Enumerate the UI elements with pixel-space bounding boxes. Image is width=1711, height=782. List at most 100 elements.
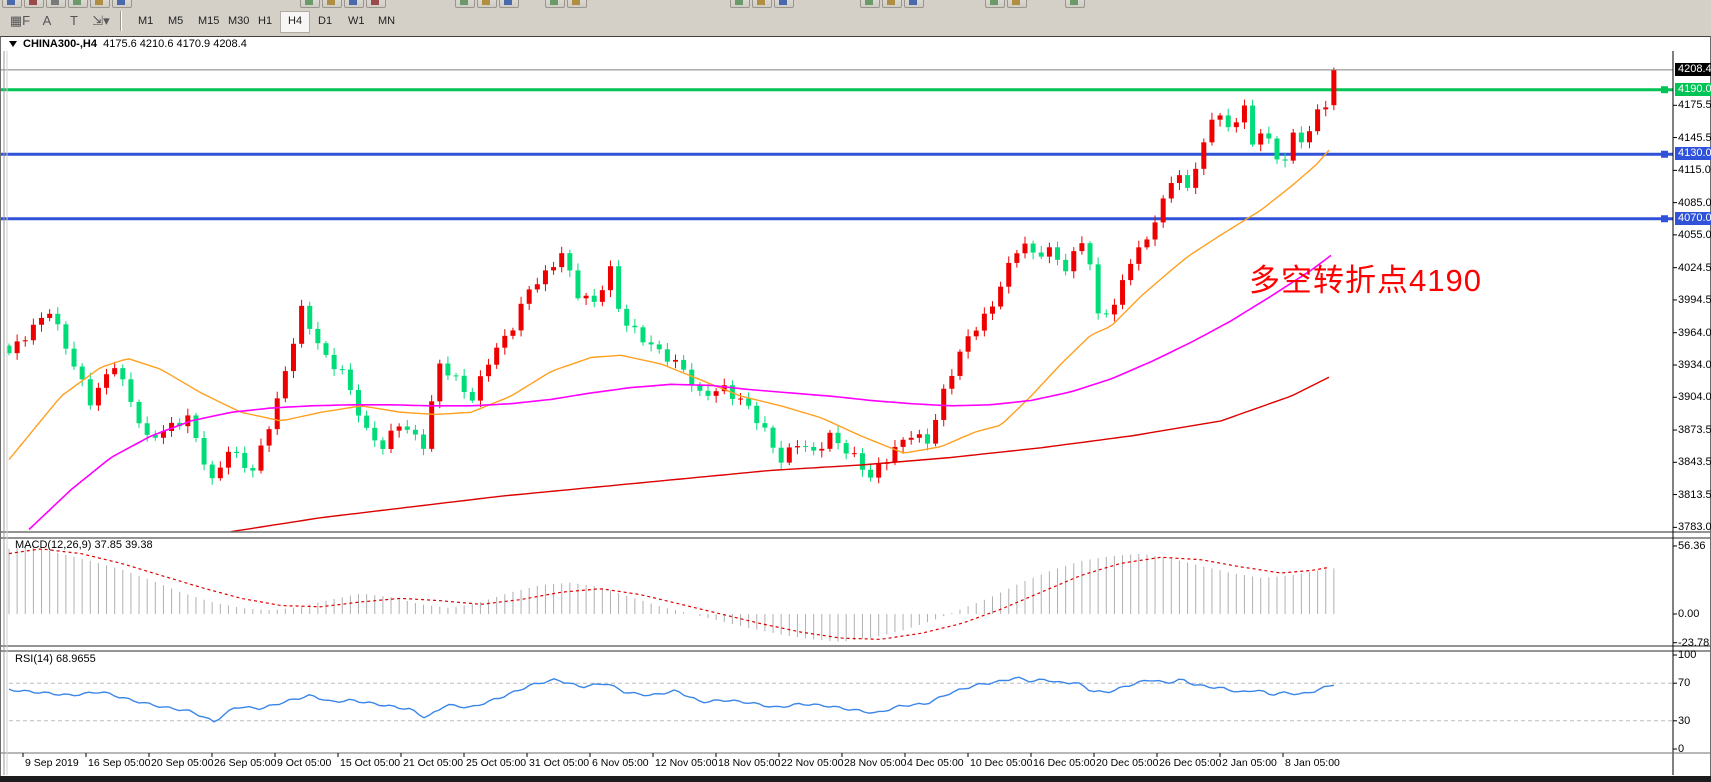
- toolbar-icon[interactable]: [860, 0, 880, 8]
- price-axis-tick-label: 3843.5: [1678, 456, 1711, 469]
- timeframe-button-h4[interactable]: H4: [280, 11, 311, 33]
- toolbar-icon[interactable]: [904, 0, 924, 8]
- rsi-indicator-label: RSI(14) 68.9655: [15, 653, 96, 665]
- timeframe-button-m30[interactable]: M30: [228, 15, 250, 27]
- timeframe-button-m5[interactable]: M5: [168, 15, 184, 27]
- chart-dropdown-icon[interactable]: [9, 41, 17, 47]
- ohlc-values: 4175.6 4210.6 4170.9 4208.4: [103, 38, 247, 50]
- timeframe-button-m15[interactable]: M15: [198, 15, 220, 27]
- text-label-tool-icon[interactable]: A: [42, 13, 52, 28]
- rsi-axis-tick-label: 70: [1678, 677, 1691, 690]
- timeframe-button-d1[interactable]: D1: [318, 15, 333, 27]
- toolbar-icon[interactable]: [344, 0, 364, 8]
- time-axis-label: 16 Dec 05:00: [1033, 757, 1096, 769]
- price-axis-tick-label: 3904.0: [1678, 391, 1711, 404]
- time-axis-label: 22 Nov 05:00: [781, 757, 844, 769]
- symbol-name: CHINA300-,H4: [23, 38, 97, 50]
- time-axis-label: 6 Nov 05:00: [592, 757, 649, 769]
- toolbar-icon[interactable]: [1007, 0, 1027, 8]
- rsi-axis-tick-label: 0: [1678, 743, 1685, 755]
- toolbar-icon[interactable]: [46, 0, 66, 8]
- price-axis-tick-label: 3813.5: [1678, 488, 1711, 501]
- toolbar-icon[interactable]: [366, 0, 386, 8]
- price-axis-tick-label: 4115.0: [1678, 164, 1711, 177]
- timeframe-button-h1[interactable]: H1: [258, 15, 273, 27]
- rsi-axis-tick-label: 100: [1678, 649, 1697, 661]
- toolbar-icon[interactable]: [985, 0, 1005, 8]
- time-axis-label: 31 Oct 05:00: [529, 757, 590, 769]
- timeframe-button-m1[interactable]: M1: [138, 15, 154, 27]
- hline-handle[interactable]: [1661, 86, 1668, 94]
- time-axis-label: 16 Sep 05:00: [88, 757, 151, 769]
- time-axis-label: 9 Sep 2019: [25, 757, 79, 769]
- lower-window-edge: [0, 776, 1711, 782]
- toolbar-row-drawing-and-timeframes: ▦F A T ⇲▾ M1 M5 M15 M30 H1 H4 D1 W1 MN: [0, 8, 1711, 37]
- toolbar-icon[interactable]: [68, 0, 88, 8]
- toolbar-icon[interactable]: [1065, 0, 1085, 8]
- hline-price-badge: 4070.0: [1675, 211, 1711, 225]
- toolbar-icon[interactable]: [774, 0, 794, 8]
- time-axis-label: 4 Dec 05:00: [907, 757, 964, 769]
- macd-indicator-label: MACD(12,26,9) 37.85 39.38: [15, 539, 153, 551]
- toolbar-icon[interactable]: [730, 0, 750, 8]
- price-axis-tick-label: 3964.0: [1678, 326, 1711, 339]
- hline-price-badge: 4190.0: [1675, 82, 1711, 96]
- price-chart-canvas[interactable]: [1, 37, 1710, 776]
- cursor-tools-dropdown-icon[interactable]: ⇲▾: [92, 13, 110, 28]
- toolbar-icon[interactable]: [455, 0, 475, 8]
- toolbar-icon[interactable]: [567, 0, 587, 8]
- macd-axis-tick-label: 56.36: [1678, 539, 1706, 552]
- timeframe-button-mn[interactable]: MN: [378, 15, 396, 27]
- chart-title: CHINA300-,H4 4175.6 4210.6 4170.9 4208.4: [23, 38, 247, 50]
- timeframe-button-w1[interactable]: W1: [348, 15, 365, 27]
- current-price-badge: 4208.4: [1675, 62, 1711, 76]
- toolbar-icon[interactable]: [477, 0, 497, 8]
- chart-title-bar: CHINA300-,H4 4175.6 4210.6 4170.9 4208.4: [1, 37, 1710, 51]
- time-axis-label: 8 Jan 05:00: [1285, 757, 1340, 769]
- time-axis-label: 20 Sep 05:00: [151, 757, 214, 769]
- price-axis-tick-label: 4175.5: [1678, 99, 1711, 112]
- time-axis-label: 20 Dec 05:00: [1096, 757, 1159, 769]
- hline-price-badge: 4130.0: [1675, 147, 1711, 161]
- toolbar-icon[interactable]: [24, 0, 44, 8]
- hline-handle[interactable]: [1661, 215, 1668, 223]
- chart-annotation-text: 多空转折点4190: [1249, 263, 1482, 298]
- chart-window: CHINA300-,H4 4175.6 4210.6 4170.9 4208.4…: [0, 36, 1711, 777]
- toolbar-icon[interactable]: [2, 0, 22, 8]
- time-axis-label: 25 Oct 05:00: [466, 757, 527, 769]
- hline-handle[interactable]: [1661, 150, 1668, 158]
- macd-axis-tick-label: 0.00: [1678, 608, 1700, 620]
- price-axis-tick-label: 3994.5: [1678, 293, 1711, 306]
- price-axis-tick-label: 3783.0: [1678, 521, 1711, 534]
- toolbar-icon[interactable]: [882, 0, 902, 8]
- price-axis-tick-label: 3873.5: [1678, 424, 1711, 437]
- toolbar-icon[interactable]: [90, 0, 110, 8]
- time-axis-label: 9 Oct 05:00: [277, 757, 332, 769]
- toolbar-icon[interactable]: [112, 0, 132, 8]
- toolbar-icon[interactable]: [545, 0, 565, 8]
- grid-f-tool-icon[interactable]: ▦F: [9, 13, 31, 28]
- toolbar-icon[interactable]: [499, 0, 519, 8]
- rsi-axis-tick-label: 30: [1678, 714, 1691, 727]
- toolbar-icon[interactable]: [322, 0, 342, 8]
- time-axis-label: 18 Nov 05:00: [718, 757, 781, 769]
- text-tool-icon[interactable]: T: [70, 13, 78, 28]
- price-axis-tick-label: 4024.5: [1678, 261, 1711, 274]
- toolbar-separator: [120, 11, 122, 31]
- price-axis-tick-label: 4085.0: [1678, 196, 1711, 209]
- time-axis-label: 28 Nov 05:00: [844, 757, 907, 769]
- price-axis-tick-label: 4055.0: [1678, 228, 1711, 241]
- time-axis-label: 15 Oct 05:00: [340, 757, 401, 769]
- price-axis-tick-label: 3934.0: [1678, 358, 1711, 371]
- toolbar-icon[interactable]: [300, 0, 320, 8]
- time-axis-label: 26 Sep 05:00: [214, 757, 277, 769]
- rsi-line: [8, 676, 1335, 723]
- time-axis-label: 10 Dec 05:00: [970, 757, 1033, 769]
- time-axis-label: 12 Nov 05:00: [655, 757, 718, 769]
- toolbar-icon[interactable]: [752, 0, 772, 8]
- time-axis-label: 2 Jan 05:00: [1222, 757, 1277, 769]
- macd-axis-tick-label: -23.78: [1678, 636, 1710, 649]
- price-axis-tick-label: 4145.5: [1678, 131, 1711, 144]
- time-axis-label: 26 Dec 05:00: [1159, 757, 1222, 769]
